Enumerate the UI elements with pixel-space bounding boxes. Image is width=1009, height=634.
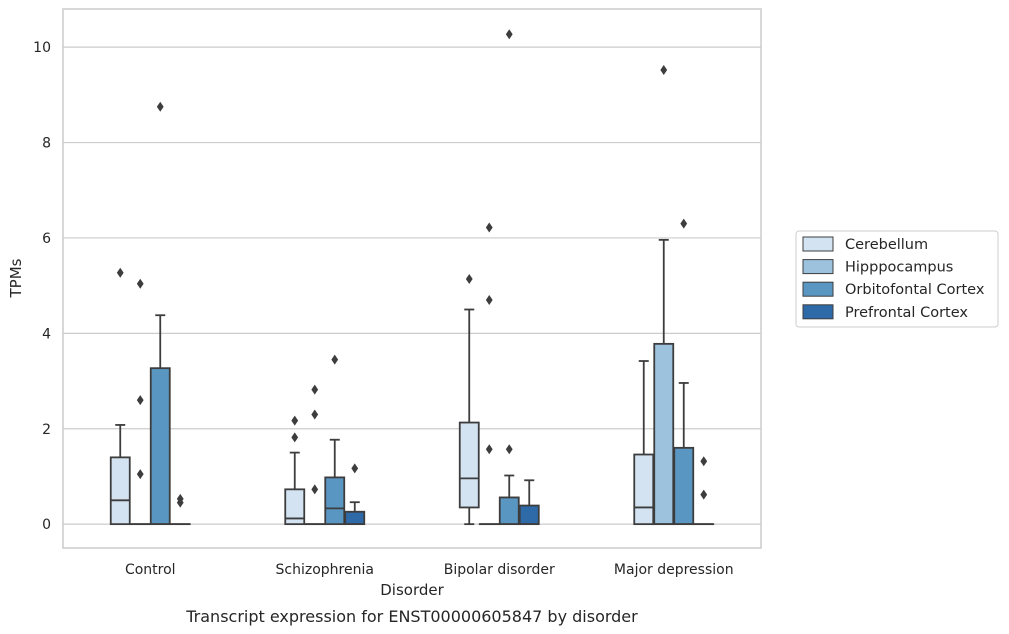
box-plot [478,222,500,526]
box-plot [633,360,655,526]
box-plot [324,354,346,526]
y-tick-label: 10 [33,40,51,56]
outlier-point [311,409,319,420]
x-axis-label: Disorder [380,581,444,599]
box-plot [344,463,366,526]
x-axis-ticks: Control Schizophrenia Bipolar disorder Majo… [125,562,734,578]
y-axis-label: TPMs [7,258,25,298]
outlier-point [291,415,299,426]
legend-swatch [802,304,834,320]
y-tick-label: 4 [42,326,51,342]
box-plot-groups [109,29,715,526]
legend-frame [795,230,999,328]
outlier-point [351,463,359,474]
legend-item: Hipppocampus [802,259,953,276]
outlier-point [485,444,493,455]
outlier-point [116,267,124,278]
y-tick-label: 2 [42,422,51,438]
legend-label: Orbitofontal Cortex [845,282,985,298]
box-plot [693,456,715,526]
box-plot [284,415,306,526]
y-tick-label: 0 [42,517,51,533]
outlier-point [700,456,708,467]
box-plot [149,101,171,526]
box [458,421,480,509]
legend-item: Orbitofontal Cortex [802,281,985,298]
box [344,510,366,526]
box [673,446,695,526]
legend-label: Cerebellum [845,237,928,253]
outlier-point [331,354,339,365]
legend-swatch [802,281,834,297]
y-tick-label: 6 [42,231,51,247]
outlier-point [311,484,319,495]
outlier-point [505,444,513,455]
x-tick-label: Control [125,562,176,578]
box [109,456,131,526]
legend-label: Prefrontal Cortex [845,305,968,321]
outlier-point [291,432,299,443]
outlier-point [176,493,184,504]
outlier-point [485,294,493,305]
box-plot [653,65,675,526]
outlier-point [680,218,688,229]
x-tick-label: Bipolar disorder [444,562,555,578]
category-group [109,101,191,526]
outlier-point [505,29,513,40]
outlier-point [465,273,473,284]
box [498,496,520,526]
y-tick-label: 8 [42,136,51,152]
x-tick-label: Schizophrenia [276,562,374,578]
box-plot [169,493,191,526]
box [284,488,306,526]
category-group [284,354,366,526]
box-plot [673,218,695,526]
legend-item: Prefrontal Cortex [802,304,968,321]
outlier-point [311,384,319,395]
y-axis-ticks: 0 2 4 6 8 10 [33,40,51,533]
outlier-point [136,278,144,289]
legend-label: Hipppocampus [845,260,953,276]
outlier-point [156,101,164,112]
legend-item: Cerebellum [802,236,928,253]
box-plot [458,273,480,526]
outlier-point [136,395,144,406]
box-plot [109,267,131,526]
box [633,453,655,526]
x-tick-label: Major depression [614,562,734,578]
legend-swatch [802,236,834,252]
category-group [458,29,540,526]
box [518,504,540,526]
category-group [633,65,715,526]
box [653,342,675,526]
box [149,367,171,526]
outlier-point [136,469,144,480]
box-plot [129,278,151,526]
box-plot [304,384,326,526]
legend: Cerebellum Hipppocampus Orbitofontal Corte… [795,230,999,328]
outlier-point [700,489,708,500]
box [324,476,346,526]
chart-caption: Transcript expression for ENST0000060584… [185,607,638,626]
box-plot [498,29,520,526]
legend-swatch [802,259,834,275]
outlier-point [485,222,493,233]
plot-frame [62,8,762,549]
box-plot [518,479,540,526]
outlier-point [660,65,668,76]
